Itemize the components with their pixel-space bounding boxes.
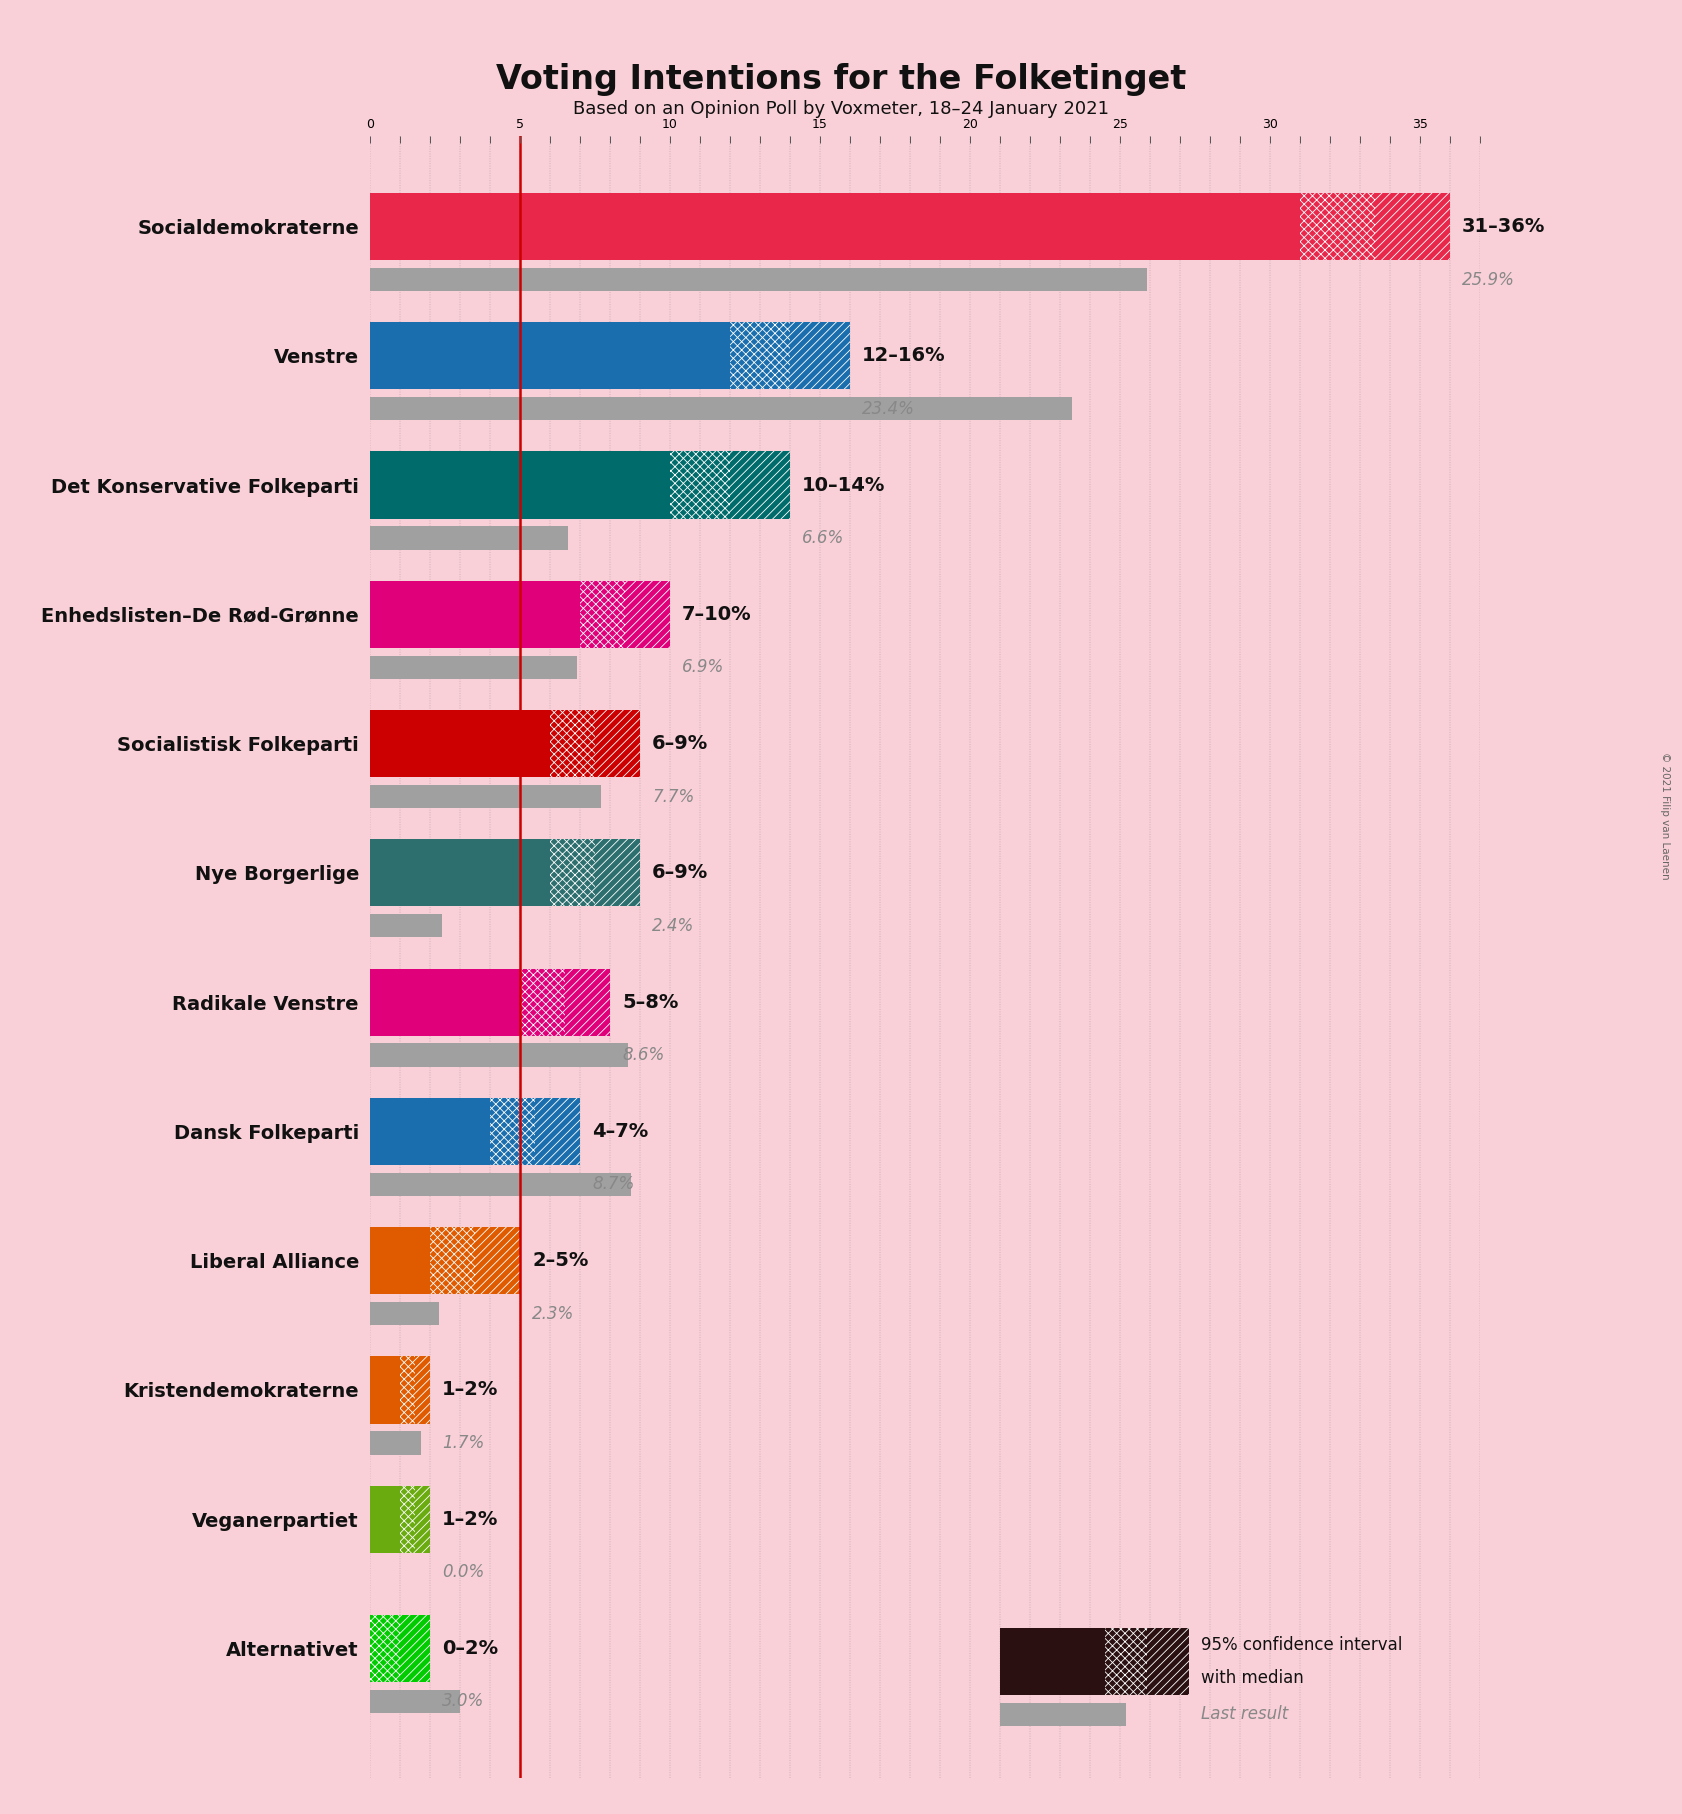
- Bar: [730, 323, 791, 390]
- Text: 1–2%: 1–2%: [442, 1509, 498, 1529]
- Bar: [550, 709, 595, 776]
- Text: 1.7%: 1.7%: [442, 1433, 484, 1451]
- Text: 2.4%: 2.4%: [653, 916, 695, 934]
- Text: 6.9%: 6.9%: [683, 658, 725, 677]
- Text: Based on an Opinion Poll by Voxmeter, 18–24 January 2021: Based on an Opinion Poll by Voxmeter, 18…: [574, 100, 1108, 118]
- Bar: [580, 580, 626, 648]
- Bar: [1376, 192, 1450, 259]
- Text: 25.9%: 25.9%: [1462, 270, 1515, 288]
- Text: 1–2%: 1–2%: [442, 1380, 498, 1399]
- Bar: [400, 1357, 415, 1424]
- Bar: [1300, 192, 1376, 259]
- Bar: [370, 526, 569, 550]
- Bar: [370, 1043, 627, 1067]
- Bar: [370, 1357, 400, 1424]
- Bar: [370, 1431, 420, 1455]
- Bar: [400, 1614, 431, 1682]
- Bar: [370, 840, 550, 907]
- Bar: [474, 1226, 520, 1293]
- Bar: [1001, 1703, 1127, 1725]
- Text: 8.6%: 8.6%: [622, 1047, 664, 1065]
- Text: 95% confidence interval: 95% confidence interval: [1201, 1636, 1403, 1654]
- Text: 2.3%: 2.3%: [532, 1304, 574, 1322]
- Bar: [370, 1691, 461, 1712]
- Bar: [535, 1097, 580, 1165]
- Bar: [1147, 1627, 1189, 1694]
- Text: 7–10%: 7–10%: [683, 604, 752, 624]
- Text: 0.0%: 0.0%: [442, 1564, 484, 1582]
- Bar: [730, 452, 791, 519]
- Bar: [370, 1486, 400, 1553]
- Bar: [489, 1097, 535, 1165]
- Bar: [595, 709, 641, 776]
- Bar: [565, 969, 611, 1036]
- Text: 6–9%: 6–9%: [653, 863, 708, 882]
- Bar: [431, 1226, 474, 1293]
- Bar: [370, 1174, 631, 1195]
- Text: 6–9%: 6–9%: [653, 735, 708, 753]
- Bar: [370, 709, 550, 776]
- Text: 3.0%: 3.0%: [442, 1692, 484, 1711]
- Bar: [400, 1486, 415, 1553]
- Bar: [370, 1097, 489, 1165]
- Bar: [370, 914, 442, 938]
- Text: 8.7%: 8.7%: [592, 1175, 634, 1194]
- Text: Voting Intentions for the Folketinget: Voting Intentions for the Folketinget: [496, 63, 1186, 96]
- Bar: [370, 785, 600, 809]
- Bar: [1001, 1627, 1105, 1694]
- Text: 23.4%: 23.4%: [863, 399, 915, 417]
- Bar: [791, 323, 849, 390]
- Text: 6.6%: 6.6%: [802, 530, 844, 548]
- Bar: [415, 1486, 431, 1553]
- Text: 2–5%: 2–5%: [532, 1252, 589, 1270]
- Bar: [669, 452, 730, 519]
- Bar: [1105, 1627, 1147, 1694]
- Bar: [370, 397, 1071, 421]
- Bar: [370, 1614, 400, 1682]
- Text: Last result: Last result: [1201, 1705, 1288, 1723]
- Text: 10–14%: 10–14%: [802, 475, 885, 495]
- Bar: [370, 1226, 431, 1293]
- Text: 31–36%: 31–36%: [1462, 218, 1546, 236]
- Bar: [370, 452, 669, 519]
- Bar: [370, 192, 1300, 259]
- Bar: [370, 969, 520, 1036]
- Text: 12–16%: 12–16%: [863, 346, 945, 365]
- Text: with median: with median: [1201, 1669, 1304, 1687]
- Text: 4–7%: 4–7%: [592, 1121, 648, 1141]
- Text: © 2021 Filip van Laenen: © 2021 Filip van Laenen: [1660, 753, 1670, 880]
- Bar: [370, 268, 1147, 292]
- Bar: [370, 1302, 439, 1326]
- Bar: [370, 580, 580, 648]
- Bar: [520, 969, 565, 1036]
- Text: 0–2%: 0–2%: [442, 1640, 498, 1658]
- Bar: [550, 840, 595, 907]
- Bar: [595, 840, 641, 907]
- Bar: [415, 1357, 431, 1424]
- Text: 7.7%: 7.7%: [653, 787, 695, 805]
- Bar: [370, 323, 730, 390]
- Text: 5–8%: 5–8%: [622, 992, 678, 1012]
- Bar: [370, 655, 577, 678]
- Bar: [626, 580, 669, 648]
